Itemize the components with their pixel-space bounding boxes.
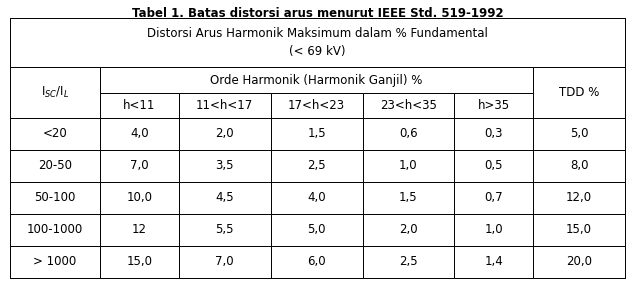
Text: (< 69 kV): (< 69 kV) — [290, 45, 345, 58]
Text: 4,0: 4,0 — [130, 127, 149, 140]
Text: 15,0: 15,0 — [566, 224, 592, 237]
Bar — [271, 246, 363, 278]
Text: 2,0: 2,0 — [215, 127, 234, 140]
Bar — [363, 182, 455, 214]
Bar — [271, 182, 363, 214]
Bar — [271, 93, 363, 118]
Bar — [10, 118, 100, 150]
Text: Distorsi Arus Harmonik Maksimum dalam % Fundamental: Distorsi Arus Harmonik Maksimum dalam % … — [147, 27, 488, 40]
Bar — [10, 18, 625, 67]
Text: 2,0: 2,0 — [399, 224, 418, 237]
Bar — [271, 150, 363, 182]
Text: 3,5: 3,5 — [215, 159, 234, 172]
Text: 0,3: 0,3 — [485, 127, 503, 140]
Text: 5,0: 5,0 — [307, 224, 326, 237]
Text: 15,0: 15,0 — [126, 256, 152, 268]
Text: 1,0: 1,0 — [485, 224, 503, 237]
Text: 1,0: 1,0 — [399, 159, 418, 172]
Text: 2,5: 2,5 — [399, 256, 418, 268]
Bar — [10, 246, 100, 278]
Bar — [533, 67, 625, 118]
Bar — [533, 214, 625, 246]
Bar — [363, 118, 455, 150]
Bar — [533, 182, 625, 214]
Bar — [178, 214, 271, 246]
Text: 100-1000: 100-1000 — [27, 224, 83, 237]
Text: h>35: h>35 — [478, 99, 510, 112]
Bar — [271, 214, 363, 246]
Text: 23<h<35: 23<h<35 — [380, 99, 437, 112]
Text: > 1000: > 1000 — [34, 256, 77, 268]
Text: 50-100: 50-100 — [34, 191, 76, 204]
Text: Orde Harmonik (Harmonik Ganjil) %: Orde Harmonik (Harmonik Ganjil) % — [210, 74, 423, 87]
Text: 5,0: 5,0 — [570, 127, 588, 140]
Bar — [533, 118, 625, 150]
Text: 7,0: 7,0 — [130, 159, 149, 172]
Bar — [178, 150, 271, 182]
Text: 0,5: 0,5 — [485, 159, 503, 172]
Text: 2,5: 2,5 — [307, 159, 326, 172]
Bar — [100, 118, 178, 150]
Text: 1,5: 1,5 — [399, 191, 418, 204]
Text: 1,4: 1,4 — [485, 256, 503, 268]
Text: 7,0: 7,0 — [215, 256, 234, 268]
Bar — [10, 214, 100, 246]
Text: 6,0: 6,0 — [307, 256, 326, 268]
Bar — [100, 150, 178, 182]
Text: 4,5: 4,5 — [215, 191, 234, 204]
Text: Tabel 1. Batas distorsi arus menurut IEEE Std. 519-1992: Tabel 1. Batas distorsi arus menurut IEE… — [131, 7, 504, 20]
Bar — [178, 93, 271, 118]
Text: 20-50: 20-50 — [38, 159, 72, 172]
Text: I$_{SC}$/I$_L$: I$_{SC}$/I$_L$ — [41, 85, 69, 100]
Bar — [455, 93, 533, 118]
Text: 17<h<23: 17<h<23 — [288, 99, 345, 112]
Bar — [178, 182, 271, 214]
Bar — [363, 93, 455, 118]
Bar — [363, 246, 455, 278]
Text: 4,0: 4,0 — [307, 191, 326, 204]
Text: 20,0: 20,0 — [566, 256, 592, 268]
Text: 0,6: 0,6 — [399, 127, 418, 140]
Bar — [10, 182, 100, 214]
Bar — [533, 150, 625, 182]
Bar — [100, 182, 178, 214]
Bar — [178, 246, 271, 278]
Text: 1,5: 1,5 — [307, 127, 326, 140]
Bar — [363, 214, 455, 246]
Bar — [455, 246, 533, 278]
Text: <20: <20 — [43, 127, 67, 140]
Bar — [178, 118, 271, 150]
Bar — [100, 246, 178, 278]
Text: 0,7: 0,7 — [485, 191, 503, 204]
Text: h<11: h<11 — [123, 99, 156, 112]
Text: TDD %: TDD % — [559, 86, 599, 99]
Bar — [455, 182, 533, 214]
Text: 8,0: 8,0 — [570, 159, 588, 172]
Bar — [533, 246, 625, 278]
Text: 10,0: 10,0 — [126, 191, 152, 204]
Text: 5,5: 5,5 — [215, 224, 234, 237]
Bar — [10, 67, 100, 118]
Text: 12,0: 12,0 — [566, 191, 592, 204]
Bar — [455, 150, 533, 182]
Bar — [455, 214, 533, 246]
Text: 11<h<17: 11<h<17 — [196, 99, 253, 112]
Bar — [100, 93, 178, 118]
Bar — [455, 118, 533, 150]
Bar — [271, 118, 363, 150]
Text: 12: 12 — [132, 224, 147, 237]
Bar — [100, 67, 533, 93]
Bar — [363, 150, 455, 182]
Bar — [10, 150, 100, 182]
Bar — [100, 214, 178, 246]
